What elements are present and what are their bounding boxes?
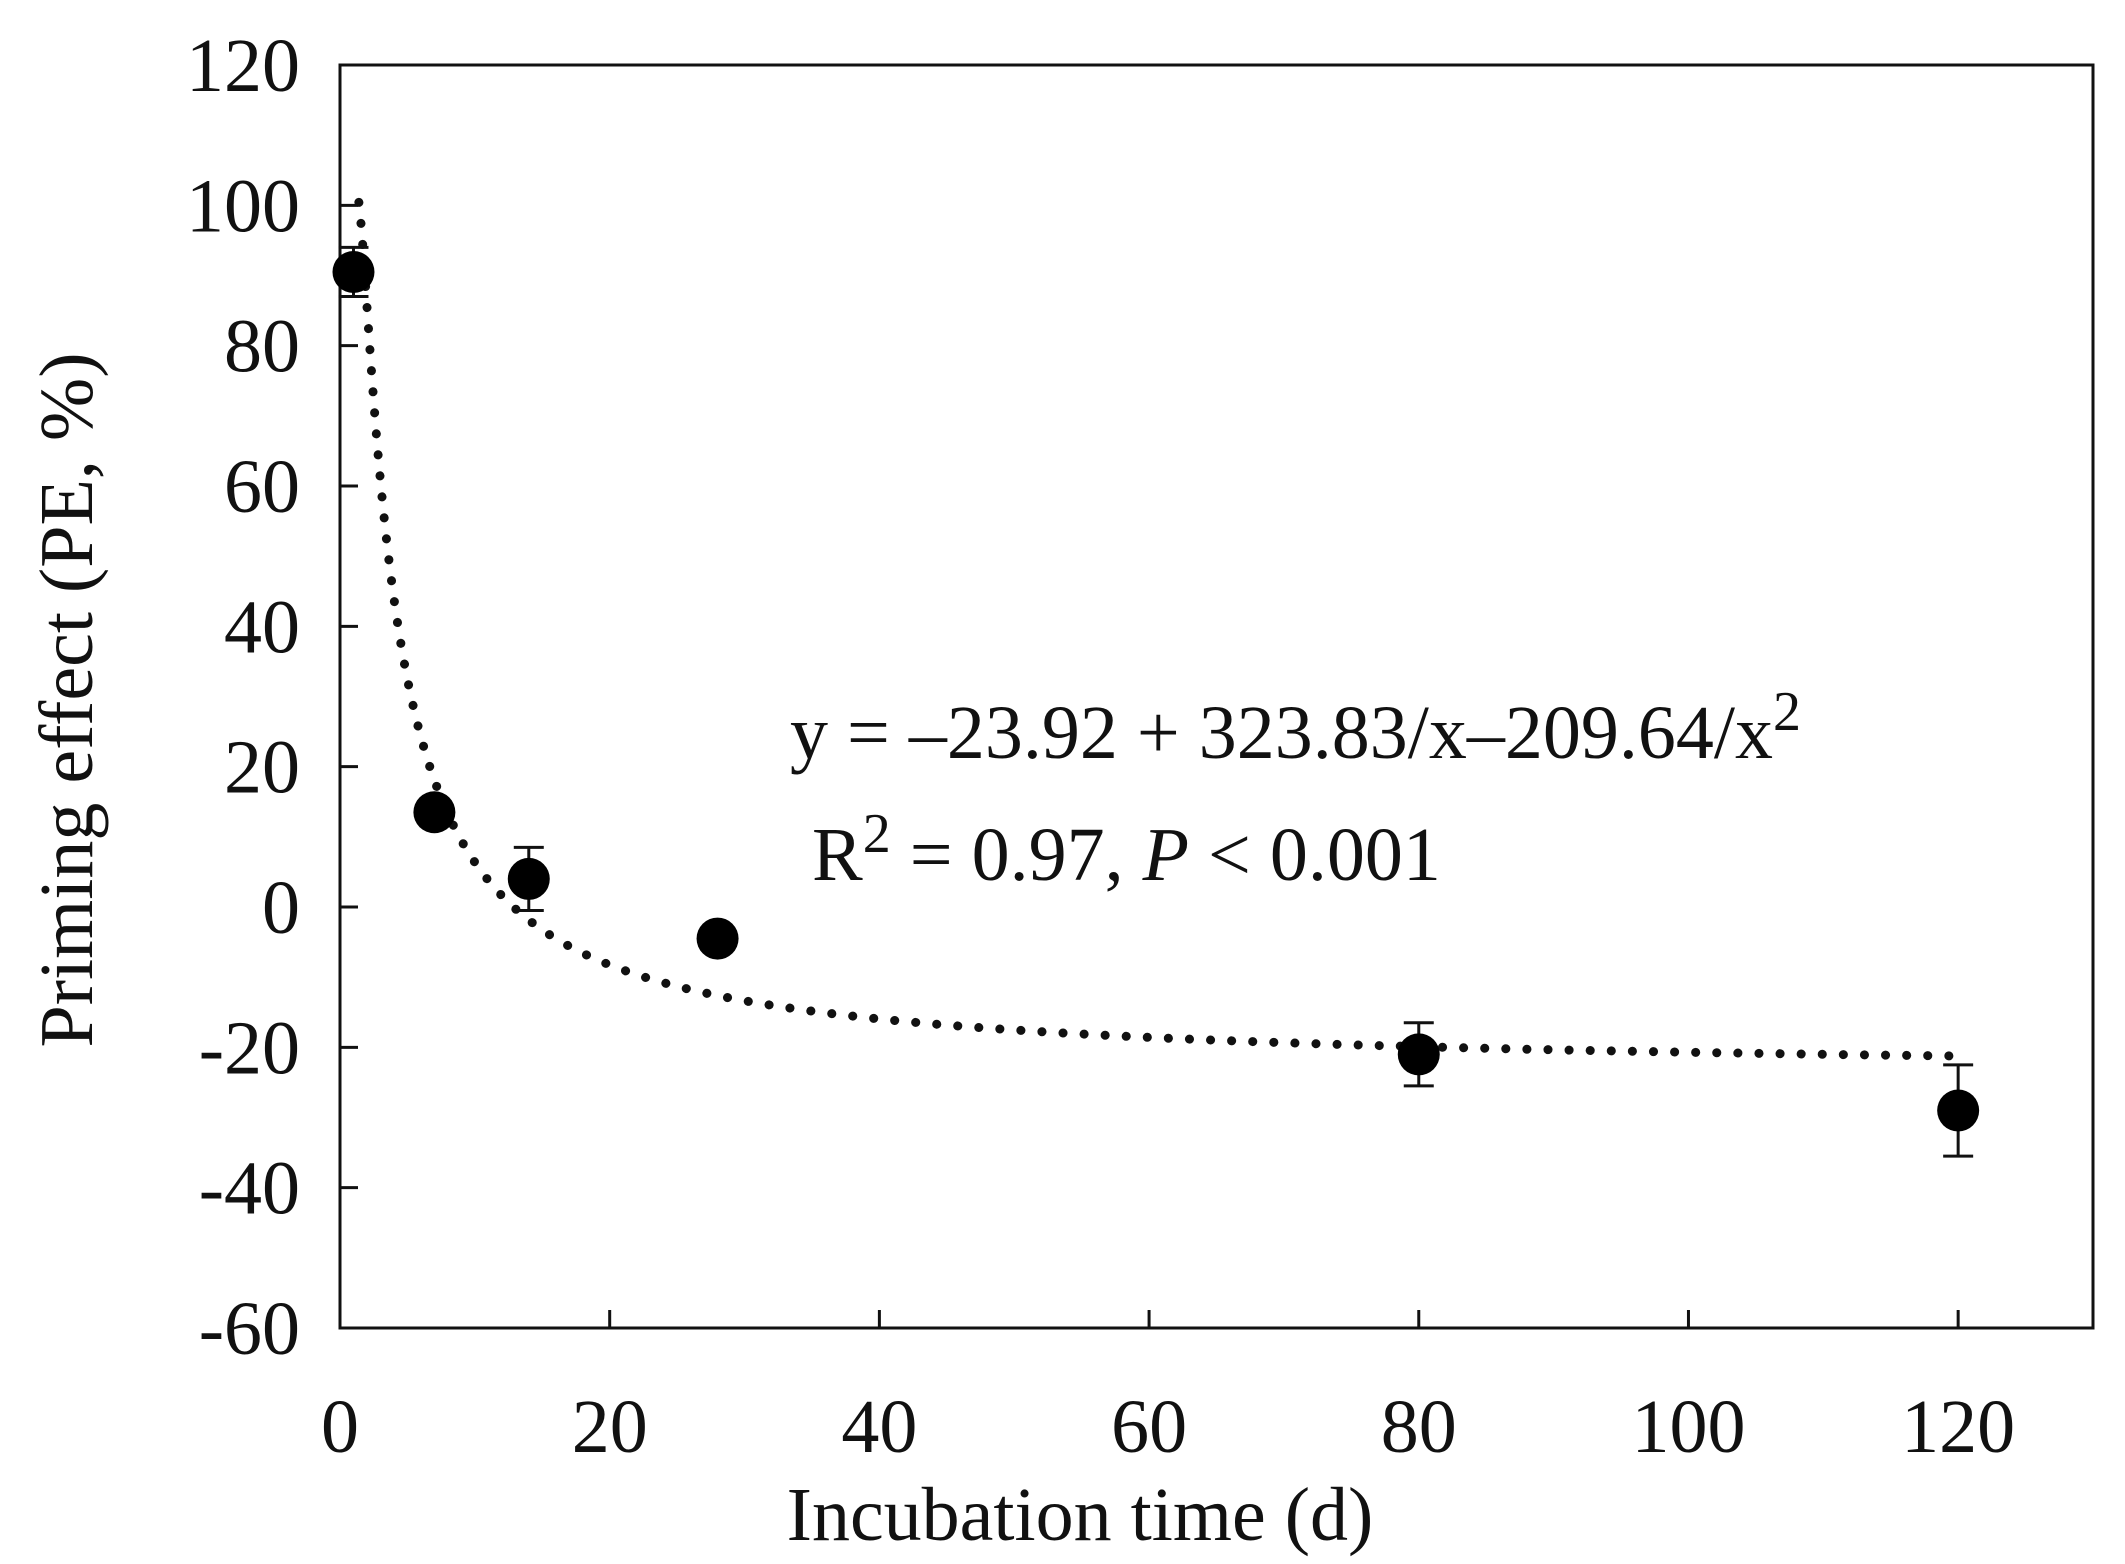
y-tick-label: -40 <box>199 1147 300 1231</box>
fit-equation-main: y = –23.92 + 323.83/x–209.64/x <box>790 691 1773 775</box>
fit-statistics: R2 = 0.97, P < 0.001 <box>812 803 1441 897</box>
x-tick-label: 100 <box>1631 1385 1745 1469</box>
data-point <box>413 791 456 834</box>
y-tick-label: 100 <box>186 164 300 248</box>
x-tick-label: 0 <box>321 1385 359 1469</box>
x-axis-ticks: 0 20 40 60 80 100 120 <box>321 1310 2015 1469</box>
y-tick-label: -20 <box>199 1006 300 1090</box>
x-tick-label: 40 <box>841 1385 917 1469</box>
data-point <box>1937 1089 1980 1132</box>
x-tick-label: 20 <box>572 1385 648 1469</box>
x-tick-label: 80 <box>1381 1385 1457 1469</box>
y-tick-label: 80 <box>224 305 300 389</box>
y-axis-title: Priming effect (PE, %) <box>25 352 109 1047</box>
x-axis-title: Incubation time (d) <box>787 1473 1374 1557</box>
p-value: < 0.001 <box>1189 813 1441 897</box>
fit-curve-line <box>354 197 1963 1061</box>
data-point <box>507 857 550 900</box>
y-tick-label: 60 <box>224 445 300 529</box>
y-tick-label: 40 <box>224 585 300 669</box>
y-axis-ticks: -60 -40 -20 0 20 40 60 80 100 120 <box>186 24 358 1371</box>
fit-curve <box>354 197 1963 1061</box>
data-point <box>1397 1033 1440 1076</box>
y-tick-label: -60 <box>199 1287 300 1371</box>
plot-frame <box>338 63 2095 1330</box>
y-tick-label: 20 <box>224 726 300 810</box>
plot-area <box>338 63 2095 1330</box>
y-tick-label: 0 <box>262 866 300 950</box>
x-tick-label: 120 <box>1901 1385 2015 1469</box>
data-points <box>332 245 1980 1158</box>
fit-equation-superscript: 2 <box>1773 681 1801 743</box>
r2-superscript: 2 <box>863 803 891 865</box>
y-tick-label: 120 <box>186 24 300 108</box>
fit-equation: y = –23.92 + 323.83/x–209.64/x2 <box>790 681 1801 775</box>
r2-label: R <box>812 813 863 897</box>
data-point <box>332 250 375 293</box>
x-tick-label: 60 <box>1111 1385 1187 1469</box>
r2-value: = 0.97, <box>891 813 1143 897</box>
data-point <box>696 917 739 960</box>
p-symbol: P <box>1142 813 1189 897</box>
